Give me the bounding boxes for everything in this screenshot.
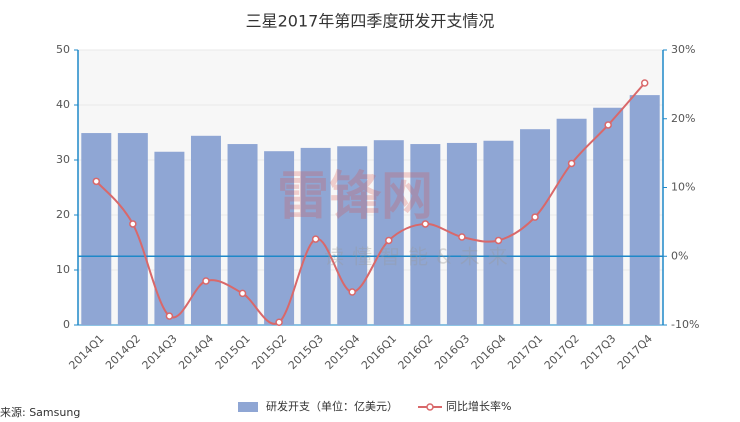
point [165, 312, 174, 320]
source: 来源: Samsung [0, 405, 80, 419]
bar [117, 133, 148, 325]
bar [81, 133, 112, 325]
y2-tick-label: 20% [671, 112, 695, 125]
bar [556, 118, 587, 325]
x-tick-label: 2016Q3 [432, 332, 472, 372]
x-tick-label: 2014Q2 [103, 332, 143, 372]
x-tick-label: 2015Q4 [322, 332, 362, 372]
x-tick-label: 2015Q2 [249, 332, 289, 372]
x-tick-label: 2016Q4 [469, 332, 509, 372]
y2-tick-label: -10% [671, 318, 699, 331]
point [311, 235, 320, 243]
bar [264, 151, 295, 325]
plot: 01020304050-10%0%10%20%30%2014Q12014Q220… [56, 43, 699, 413]
y2-tick-label: 10% [671, 181, 695, 194]
y2-tick-label: 0% [671, 249, 688, 262]
bar [593, 107, 624, 325]
x-tick-label: 2014Q4 [176, 332, 216, 372]
bar [190, 135, 221, 325]
point [202, 277, 210, 285]
legend-swatch [426, 403, 434, 411]
point [92, 177, 101, 186]
x-tick-label: 2017Q3 [578, 332, 618, 372]
x-tick-label: 2014Q3 [140, 332, 180, 372]
bar [483, 140, 514, 325]
legend-swatch [238, 402, 258, 412]
x-tick-label: 2014Q1 [66, 332, 106, 372]
y-tick-label: 40 [56, 98, 70, 111]
x-tick-label: 2015Q1 [213, 332, 253, 372]
point [275, 318, 283, 326]
x-tick-label: 2017Q2 [542, 332, 582, 372]
legend-label: 同比增长率% [446, 399, 511, 413]
point [494, 236, 503, 245]
point [531, 213, 539, 221]
y-tick-label: 30 [56, 153, 70, 166]
point [640, 79, 649, 87]
point [348, 288, 356, 296]
y2-tick-label: 30% [671, 43, 695, 56]
y-tick-label: 20 [56, 208, 70, 221]
point [385, 236, 393, 245]
watermark: 雷锋网 [277, 167, 433, 227]
y-tick-label: 0 [63, 318, 70, 331]
x-tick-label: 2015Q3 [286, 332, 326, 372]
point [421, 220, 430, 228]
bar [227, 144, 258, 325]
point [604, 121, 612, 129]
y-tick-label: 10 [56, 263, 70, 276]
watermark-sub: 读懂智能&未来 [324, 245, 516, 269]
point [238, 289, 247, 298]
point [567, 159, 576, 168]
bar [629, 95, 660, 325]
x-tick-label: 2016Q2 [396, 332, 436, 372]
legend-label: 研发开支（单位：亿美元） [266, 399, 398, 413]
y-tick-label: 50 [56, 43, 70, 56]
chart-title: 三星2017年第四季度研发开支情况 [246, 12, 495, 31]
point [129, 220, 137, 228]
x-tick-label: 2017Q1 [505, 332, 545, 372]
point [458, 233, 466, 241]
x-tick-label: 2016Q1 [359, 332, 399, 372]
bar [410, 144, 441, 325]
line [95, 82, 646, 325]
x-tick-label: 2017Q4 [615, 332, 655, 372]
